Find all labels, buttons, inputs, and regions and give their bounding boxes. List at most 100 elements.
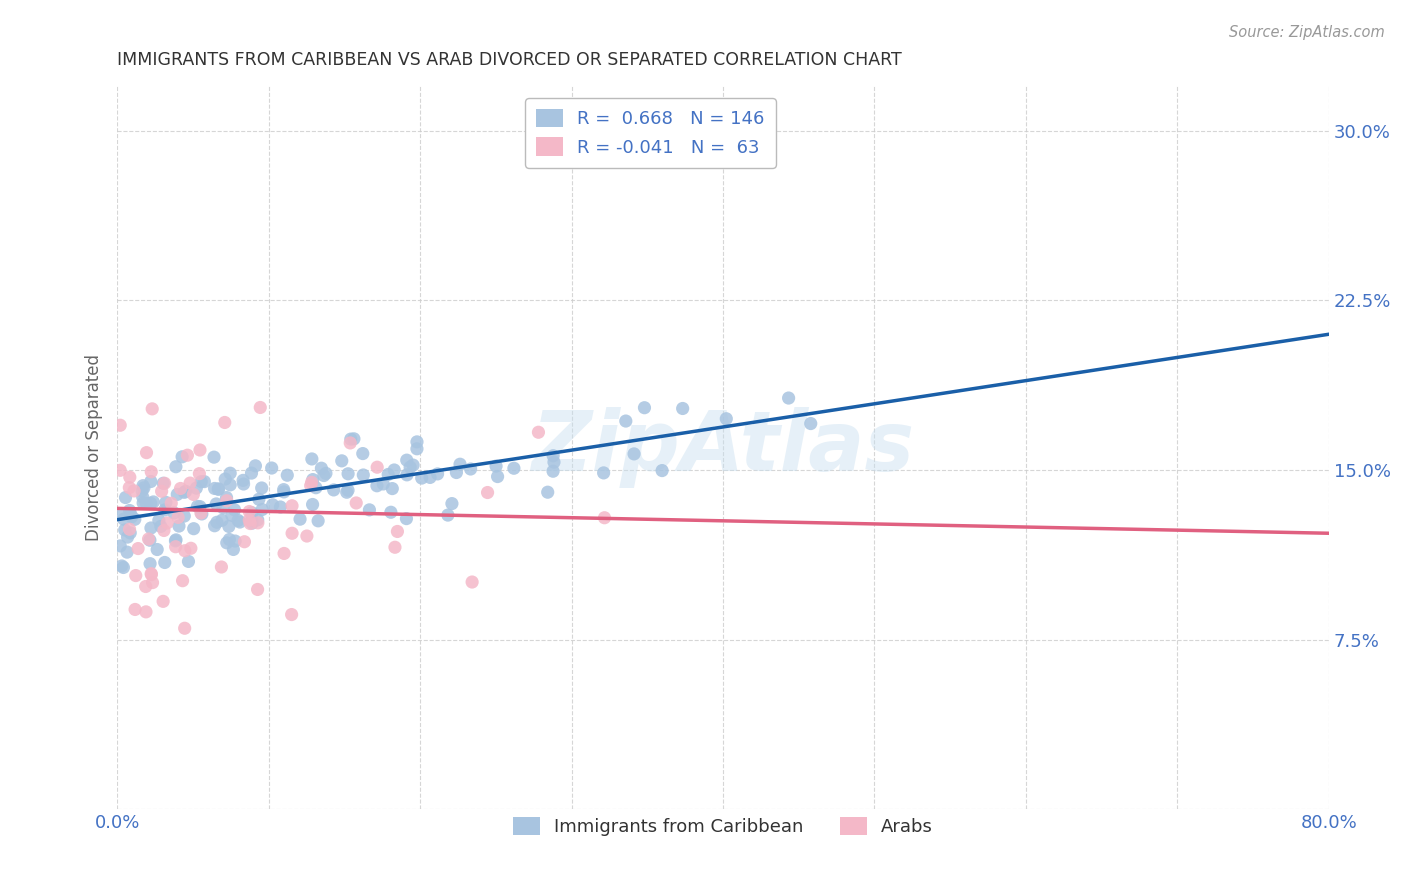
Legend: Immigrants from Caribbean, Arabs: Immigrants from Caribbean, Arabs — [506, 810, 941, 844]
Point — [156, 516, 179, 530]
Point — [127, 541, 149, 556]
Point — [186, 500, 208, 514]
Point — [124, 512, 146, 526]
Text: Source: ZipAtlas.com: Source: ZipAtlas.com — [1229, 25, 1385, 40]
Point — [373, 477, 395, 491]
Point — [150, 484, 173, 499]
Point — [359, 503, 381, 517]
Text: ZipAtlas: ZipAtlas — [531, 407, 914, 488]
Point — [215, 491, 238, 505]
Point — [672, 401, 695, 416]
Point — [246, 516, 269, 530]
Point — [218, 533, 240, 547]
Point — [273, 546, 295, 560]
Point — [190, 506, 212, 520]
Point — [249, 401, 271, 415]
Point — [537, 485, 560, 500]
Point — [153, 476, 176, 491]
Point — [139, 557, 162, 571]
Point — [238, 513, 260, 527]
Point — [262, 498, 284, 512]
Point — [114, 491, 136, 505]
Point — [115, 545, 138, 559]
Point — [177, 554, 200, 568]
Point — [149, 519, 172, 533]
Point — [339, 432, 361, 446]
Point — [240, 513, 263, 527]
Point — [215, 536, 238, 550]
Point — [135, 605, 157, 619]
Point — [395, 467, 418, 482]
Point — [218, 519, 240, 533]
Point — [406, 442, 429, 456]
Point — [153, 503, 176, 517]
Point — [337, 467, 360, 481]
Point — [380, 505, 402, 519]
Point — [366, 479, 388, 493]
Point — [221, 508, 243, 523]
Point — [250, 481, 273, 495]
Point — [336, 485, 359, 500]
Point — [352, 468, 374, 483]
Point — [330, 454, 353, 468]
Point — [132, 478, 155, 492]
Point — [114, 523, 136, 537]
Point — [312, 468, 335, 483]
Point — [118, 522, 141, 536]
Point — [139, 533, 162, 548]
Point — [633, 401, 655, 415]
Point — [135, 580, 157, 594]
Point — [460, 462, 482, 476]
Point — [183, 522, 205, 536]
Point — [245, 458, 267, 473]
Point — [446, 466, 468, 480]
Point — [229, 515, 252, 529]
Point — [426, 467, 449, 481]
Point — [593, 510, 616, 524]
Point — [186, 481, 208, 495]
Point — [160, 496, 183, 510]
Point — [118, 503, 141, 517]
Point — [301, 498, 323, 512]
Point — [165, 459, 187, 474]
Point — [592, 466, 614, 480]
Point — [176, 448, 198, 462]
Point — [273, 484, 295, 499]
Text: IMMIGRANTS FROM CARIBBEAN VS ARAB DIVORCED OR SEPARATED CORRELATION CHART: IMMIGRANTS FROM CARIBBEAN VS ARAB DIVORC… — [117, 51, 901, 69]
Point — [212, 500, 235, 515]
Point — [260, 461, 283, 475]
Point — [224, 503, 246, 517]
Point — [152, 476, 174, 491]
Point — [219, 478, 242, 492]
Point — [204, 518, 226, 533]
Point — [110, 463, 132, 477]
Point — [118, 470, 141, 484]
Point — [153, 556, 176, 570]
Point — [120, 525, 142, 540]
Point — [166, 487, 188, 501]
Point — [281, 499, 304, 513]
Point — [232, 474, 254, 488]
Point — [174, 484, 197, 499]
Point — [352, 446, 374, 460]
Point — [716, 411, 738, 425]
Point — [146, 542, 169, 557]
Point — [139, 521, 162, 535]
Point — [247, 492, 270, 507]
Point — [148, 513, 170, 527]
Point — [214, 416, 236, 430]
Point — [485, 459, 508, 474]
Point — [139, 475, 162, 489]
Point — [339, 436, 361, 450]
Point — [141, 567, 163, 582]
Point — [800, 417, 823, 431]
Point — [623, 447, 645, 461]
Point — [295, 529, 318, 543]
Point — [173, 621, 195, 635]
Point — [188, 500, 211, 514]
Point — [239, 516, 262, 531]
Point — [402, 458, 425, 472]
Point — [395, 453, 418, 467]
Point — [307, 514, 329, 528]
Point — [111, 559, 134, 574]
